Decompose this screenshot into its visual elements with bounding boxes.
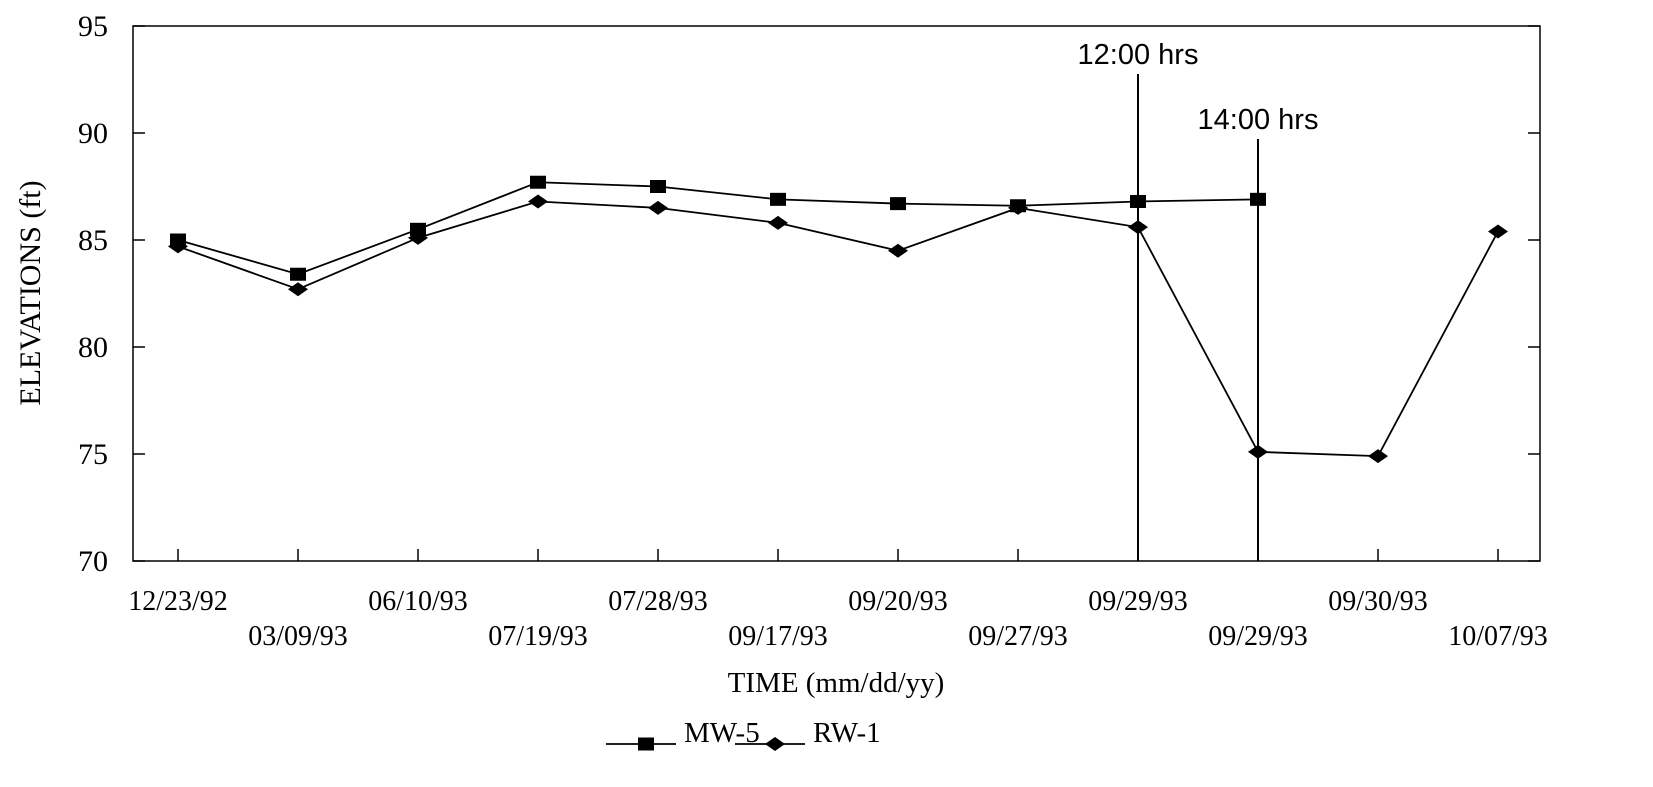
data-point-mw-5 [410, 222, 426, 236]
data-point-mw-5 [530, 175, 546, 189]
x-tick-label: 07/28/93 [608, 586, 708, 617]
legend-item-rw-1: RW-1 [735, 717, 881, 751]
x-axis-label: TIME (mm/dd/yy) [728, 667, 945, 699]
data-point-rw-1 [168, 239, 188, 254]
x-tick-label: 09/29/93 [1088, 586, 1188, 617]
data-point-rw-1 [408, 230, 428, 245]
data-point-rw-1 [528, 194, 548, 209]
y-tick-label: 80 [78, 331, 108, 364]
x-tick-label: 12/23/92 [128, 586, 228, 617]
x-tick-label: 09/29/93 [1208, 621, 1308, 652]
series-line-rw-1 [177, 200, 1499, 458]
x-tick-label: 09/17/93 [728, 621, 828, 652]
data-point-rw-1 [1128, 220, 1148, 235]
data-point-mw-5 [890, 197, 906, 211]
y-tick-label: 90 [78, 117, 108, 150]
data-point-mw-5 [770, 192, 786, 206]
series-line-mw-5 [177, 181, 1259, 276]
data-point-mw-5 [290, 267, 306, 281]
series-rw-1 [168, 194, 1508, 464]
y-tick-label: 75 [78, 438, 108, 471]
data-point-rw-1 [888, 243, 908, 258]
x-tick-label: 07/19/93 [488, 621, 588, 652]
data-point-mw-5 [1130, 194, 1146, 208]
x-tick-label: 09/20/93 [848, 586, 948, 617]
data-point-rw-1 [1488, 224, 1508, 239]
x-tick-label: 06/10/93 [368, 586, 468, 617]
legend-item-mw-5: MW-5 [606, 717, 760, 751]
data-point-rw-1 [1368, 449, 1388, 464]
x-tick-label: 03/09/93 [248, 621, 348, 652]
x-axis: 12/23/92 03/09/93 06/10/93 07/19/93 07/28/93… [128, 549, 1548, 652]
legend: MW-5 RW-1 [606, 717, 881, 751]
x-tick-label: 09/30/93 [1328, 586, 1428, 617]
data-point-rw-1 [768, 215, 788, 230]
x-tick-label: 10/07/93 [1448, 621, 1548, 652]
y-axis-label: ELEVATIONS (ft) [14, 180, 47, 405]
legend-marker [765, 737, 785, 751]
data-point-rw-1 [1008, 200, 1028, 215]
annotations: 12:00 hrs 14:00 hrs [1078, 39, 1319, 561]
legend-label: RW-1 [813, 717, 881, 749]
series-mw-5 [170, 175, 1266, 281]
series-group [168, 175, 1508, 464]
data-point-mw-5 [1250, 192, 1266, 206]
x-tick-label: 09/27/93 [968, 621, 1068, 652]
plot-frame [132, 25, 1541, 562]
y-tick-label: 70 [78, 545, 108, 578]
y-axis: 70 75 80 85 90 95 [78, 10, 1540, 578]
data-point-mw-5 [650, 180, 666, 193]
legend-marker [638, 737, 654, 751]
y-tick-label: 95 [78, 10, 108, 43]
data-point-rw-1 [288, 282, 308, 297]
data-point-rw-1 [1248, 444, 1268, 459]
data-point-rw-1 [648, 200, 668, 215]
annotation-label: 12:00 hrs [1078, 39, 1199, 71]
y-tick-label: 85 [78, 224, 108, 257]
annotation-label: 14:00 hrs [1198, 104, 1319, 136]
